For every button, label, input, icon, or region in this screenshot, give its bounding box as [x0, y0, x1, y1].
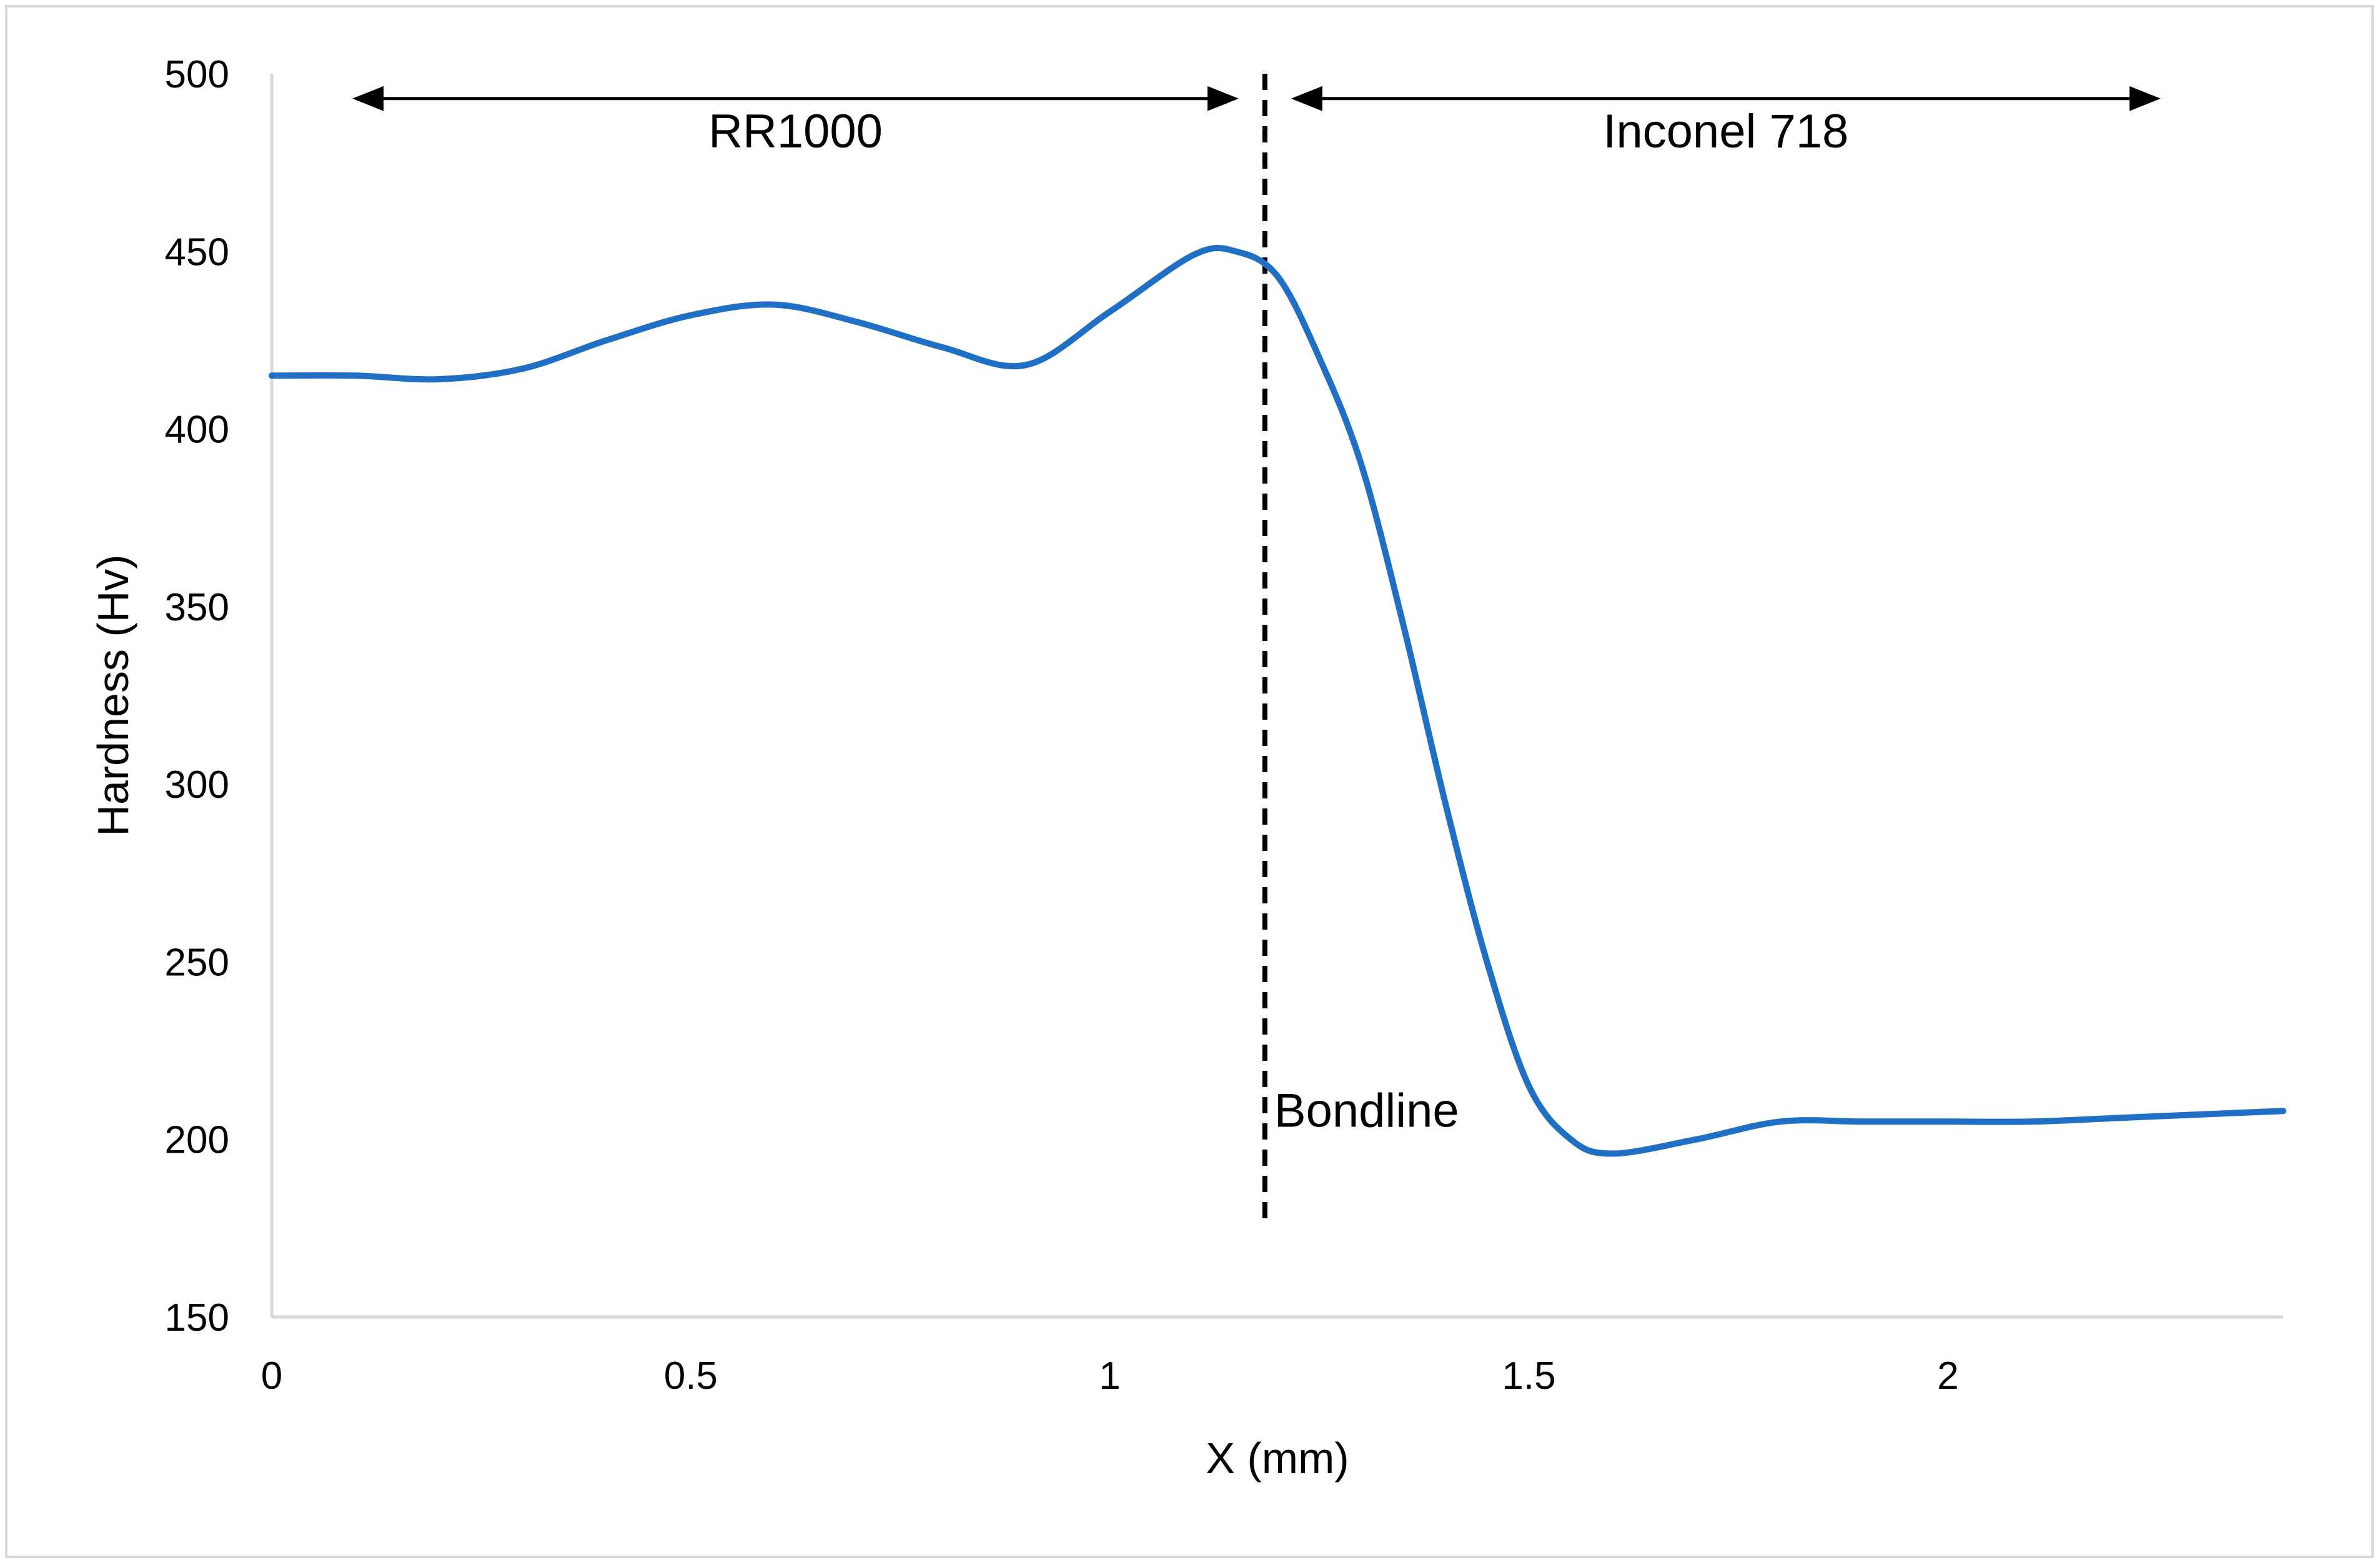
axes: [270, 74, 2283, 1319]
x-tick-label: 1.5: [1502, 1354, 1555, 1398]
bondline-label: Bondline: [1274, 1085, 1459, 1138]
y-tick-label: 400: [165, 409, 229, 452]
region-annotations: RR1000 Inconel 718: [352, 86, 2161, 158]
x-tick-label: 0.5: [664, 1354, 718, 1398]
chart-frame: [5, 5, 2374, 1558]
series-line-hardness: [269, 245, 2286, 1157]
x-tick-label: 2: [1937, 1354, 1958, 1398]
y-tick-label: 150: [165, 1296, 229, 1339]
region-label: RR1000: [708, 105, 883, 158]
y-tick-label: 500: [165, 53, 229, 96]
y-tick-label: 350: [165, 586, 229, 629]
x-tick-label: 0: [261, 1354, 282, 1398]
y-tick-labels: 150 200 250 300 350 400 450 500: [165, 53, 229, 1339]
y-tick-label: 300: [165, 763, 229, 807]
region-label: Inconel 718: [1603, 105, 1848, 158]
y-tick-label: 200: [165, 1119, 229, 1162]
x-tick-label: 1: [1099, 1354, 1120, 1398]
y-tick-label: 250: [165, 941, 229, 984]
x-axis-title: X (mm): [1206, 1434, 1349, 1483]
y-axis-title: Hardness (Hv): [89, 554, 137, 836]
x-tick-labels: 0 0.5 1 1.5 2: [261, 1354, 1959, 1398]
y-tick-label: 450: [165, 231, 229, 274]
